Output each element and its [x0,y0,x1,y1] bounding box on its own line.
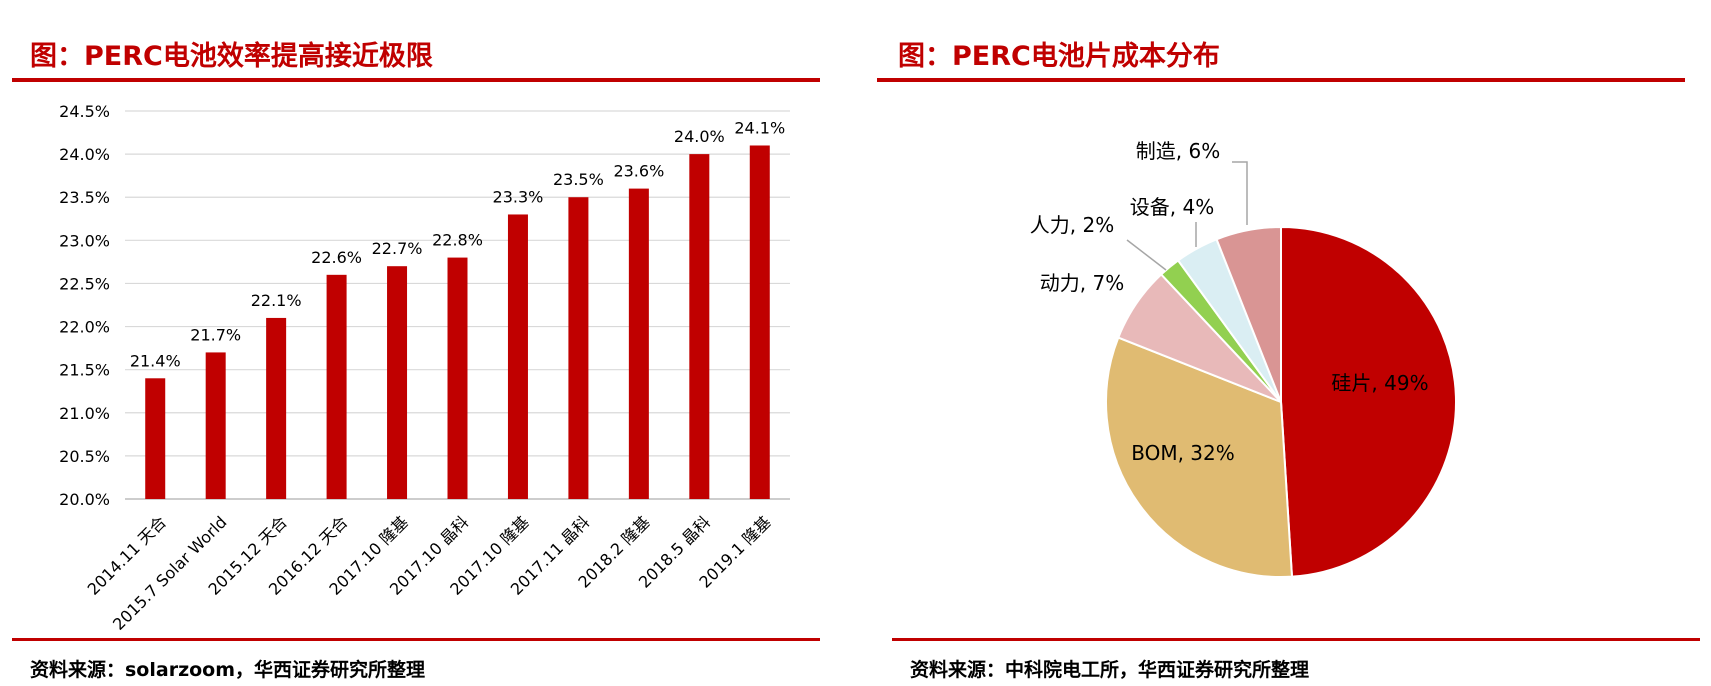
y-tick-label: 20.5% [59,447,110,466]
pie-slice-label: 制造, 6% [1136,139,1220,163]
right-source-note: 资料来源：中科院电工所，华西证券研究所整理 [910,659,1310,681]
right-chart-title: 图：PERC电池片成本分布 [898,41,1220,72]
bar-data-label: 23.5% [553,170,604,189]
bar-data-label: 22.6% [311,248,362,267]
y-tick-label: 24.5% [59,102,110,121]
cost-pie-chart: 硅片, 49% BOM, 32% 动力, 7% 人力, 2% 设备, 4% 制造, 6% [1030,139,1458,578]
leader-line [1126,239,1167,271]
y-tick-label: 21.0% [59,404,110,423]
bar-data-label: 24.1% [734,118,785,137]
pie-slice-label: 动力, 7% [1040,271,1124,295]
pie-slice-label: BOM, 32% [1131,441,1235,465]
bar-data-label: 24.0% [674,127,725,146]
pie-slice-label: 人力, 2% [1030,213,1114,237]
right-source-rule [892,638,1700,641]
y-tick-label: 20.0% [59,490,110,509]
bar [205,352,226,499]
y-tick-label: 24.0% [59,145,110,164]
bar-data-label: 21.7% [190,325,241,344]
bar [266,317,287,499]
y-tick-label: 22.5% [59,274,110,293]
bar [628,188,649,499]
bar-data-label: 22.8% [432,231,483,250]
left-chart-title: 图：PERC电池效率提高接近极限 [30,41,433,72]
pie-slice-label: 硅片, 49% [1331,371,1428,395]
bar [507,214,528,499]
pie-slice-label: 设备, 4% [1130,195,1214,219]
bar [568,197,589,499]
leader-line [1232,161,1248,225]
left-source-rule [12,638,820,641]
bar [749,145,770,499]
y-tick-label: 23.0% [59,231,110,250]
pie-slice [1215,225,1282,403]
bar [387,266,408,499]
left-source-note: 资料来源：solarzoom，华西证券研究所整理 [30,659,426,681]
bar [447,257,468,499]
pie-slice [1280,225,1458,578]
left-title-rule [12,78,820,82]
bar-data-label: 22.7% [372,239,423,258]
bar-data-label: 21.4% [130,351,181,370]
bar-data-label: 23.3% [493,187,544,206]
pie-slice [1105,336,1294,578]
bar-data-label: 23.6% [613,162,664,181]
y-tick-label: 22.0% [59,318,110,337]
bar [145,378,166,499]
bar [326,274,347,499]
efficiency-bar-chart: 20.0% 20.5% 21.0% 21.5% 22.0% 22.5% 23.0% 23.5%… [59,102,790,634]
right-title-rule [877,78,1685,82]
bar-data-label: 22.1% [251,291,302,310]
y-tick-label: 21.5% [59,361,110,380]
y-tick-label: 23.5% [59,188,110,207]
bar [689,154,710,499]
